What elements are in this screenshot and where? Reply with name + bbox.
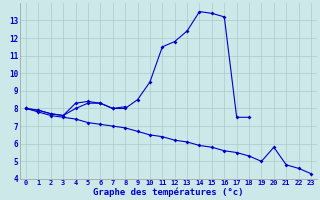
X-axis label: Graphe des températures (°c): Graphe des températures (°c)	[93, 188, 244, 197]
